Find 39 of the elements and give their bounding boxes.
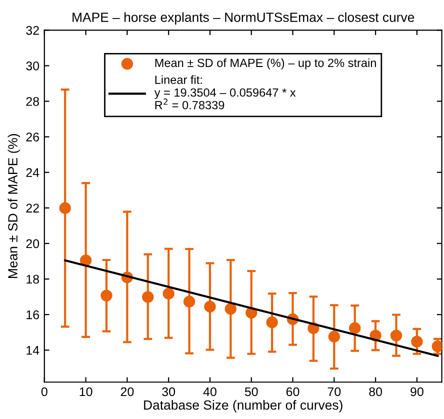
x-tick-label: 60 [286,387,300,396]
y-tick-label: 30 [26,62,40,70]
y-tick-label: 14 [26,346,40,355]
x-tick-label: 10 [80,387,92,396]
x-tick-label: 70 [328,387,341,396]
point [390,330,402,342]
point [59,202,71,214]
y-tick-label: 24 [26,168,40,177]
point [80,254,92,266]
x-tick-label: 40 [203,387,216,396]
point [100,290,112,302]
legend-label: Mean ± SD of MAPE (%) – up to 2% strain [155,58,376,70]
chart-title: MAPE – horse explants – NormUTSsEmax – closest curve [72,12,414,25]
x-axis-title: Database Size (number of curves) [144,400,342,412]
point [142,291,154,303]
point [162,288,174,300]
y-axis-title: Mean ± SD of MAPE (%) [8,134,20,278]
point [328,330,340,342]
x-tick-label: 90 [410,387,424,396]
legend-label: Linear fit: y = 19.3504 – 0.059647 * x R$^{2}$ = 0.78339 [154,75,296,110]
y-tick-label: 32 [26,26,39,35]
y-tick-label: 26 [26,132,39,142]
y-tick-label: 20 [26,239,40,248]
point [183,296,196,308]
y-tick-label: 18 [26,274,39,284]
point [224,303,237,315]
x-tick-label: 20 [120,387,134,396]
x-tick-label: 0 [41,387,48,396]
y-tick-label: 22 [26,204,39,212]
x-tick-label: 80 [369,387,382,396]
x-tick-label: 30 [162,387,176,396]
point [432,340,442,352]
y-tick-label: 16 [26,310,39,320]
x-tick-label: 50 [244,387,258,396]
point [266,316,278,328]
point [349,322,361,334]
point [411,336,423,348]
y-tick-label: 28 [26,97,39,106]
point [204,300,216,312]
